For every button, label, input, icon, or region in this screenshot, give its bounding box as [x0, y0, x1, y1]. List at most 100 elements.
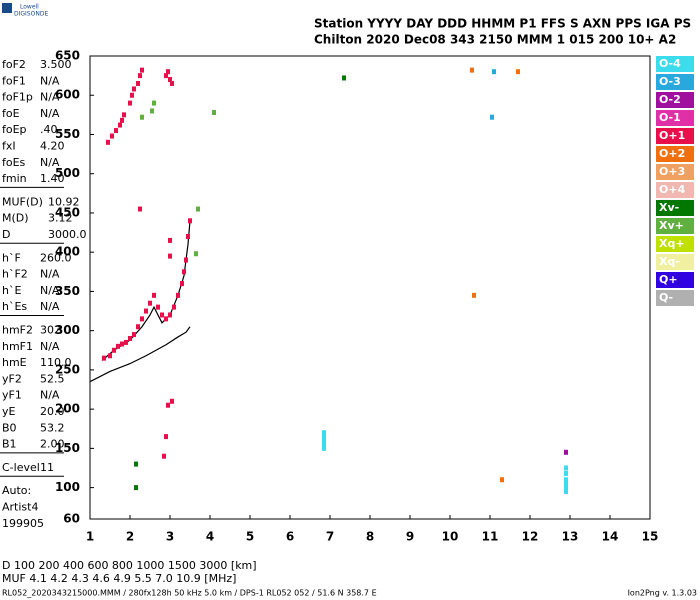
x-tick-label: 11 [482, 530, 499, 544]
y-tick-label: 400 [55, 245, 80, 259]
y-tick-label: 350 [55, 284, 80, 298]
param-label: Auto: [2, 484, 31, 497]
legend-label: Xv- [659, 201, 679, 214]
echo-point [170, 80, 174, 86]
legend-label: O+3 [659, 165, 685, 178]
param-label: fxI [2, 140, 16, 153]
legend-swatch [656, 110, 694, 126]
legend-label: Q- [659, 291, 673, 304]
d-row: D 100 200 400 600 800 1000 1500 3000 [km… [2, 559, 257, 572]
echo-point [322, 434, 326, 440]
y-tick-label: 100 [55, 480, 80, 494]
param-value: N/A [40, 389, 60, 402]
x-tick-label: 4 [206, 530, 214, 544]
param-label: h`F2 [2, 268, 28, 281]
profile-line [89, 326, 191, 383]
echo-point [564, 449, 568, 455]
x-tick-label: 7 [326, 530, 334, 544]
echo-point [140, 316, 144, 322]
param-label: Artist4 [2, 501, 38, 514]
param-value: 2.00 [40, 438, 65, 451]
echo-point [138, 206, 142, 212]
echo-point [148, 300, 152, 306]
echo-point [564, 465, 568, 471]
param-label: hmF2 [2, 324, 33, 337]
legend-swatch [656, 218, 694, 234]
echo-point [144, 308, 148, 314]
x-tick-label: 10 [442, 530, 459, 544]
echo-point [322, 430, 326, 436]
echo-point [140, 67, 144, 73]
echo-point [102, 355, 106, 361]
echo-point [156, 304, 160, 310]
param-label: foE [2, 107, 20, 120]
param-label: MUF(D) [2, 195, 43, 208]
echo-point [196, 206, 200, 212]
x-tick-label: 1 [86, 530, 94, 544]
param-label: hmF1 [2, 340, 33, 353]
param-value: N/A [40, 74, 60, 87]
y-tick-label: 300 [55, 323, 80, 337]
param-value: 302 [40, 324, 61, 337]
y-tick-label: 200 [55, 402, 80, 416]
header-line: Chilton 2020 Dec08 343 2150 MMM 1 015 20… [314, 33, 676, 47]
param-label: foEp [2, 123, 27, 136]
echo-point [180, 281, 184, 287]
echo-point [472, 292, 476, 298]
echo-point [106, 139, 110, 145]
x-tick-label: 6 [286, 530, 294, 544]
echo-point [136, 324, 140, 330]
echo-point [164, 316, 168, 322]
param-value: 4.20 [40, 140, 65, 153]
file-info: RL052_2020343215000.MMM / 280fx128h 50 k… [2, 589, 377, 598]
y-tick-label: 650 [55, 49, 80, 63]
echo-point [140, 114, 144, 120]
y-tick-label: 150 [55, 441, 80, 455]
param-value: 260.0 [40, 251, 72, 264]
echo-point [182, 269, 186, 275]
param-value: N/A [40, 107, 60, 120]
echo-point [116, 343, 120, 349]
echo-point [108, 353, 112, 359]
legend-swatch [656, 200, 694, 216]
echo-point [564, 477, 568, 483]
legend-label: Xq- [659, 255, 680, 268]
echo-point [172, 304, 176, 310]
param-label: fmin [2, 172, 27, 185]
echo-point [110, 133, 114, 139]
echo-point [170, 398, 174, 404]
echo-point [564, 481, 568, 487]
param-label: foF1p [2, 91, 33, 104]
echo-point [136, 80, 140, 86]
echo-point [112, 347, 116, 353]
echo-point [564, 470, 568, 476]
echo-point [342, 75, 346, 81]
echo-point [162, 453, 166, 459]
echo-point [118, 122, 122, 128]
y-tick-label: 550 [55, 127, 80, 141]
param-value: N/A [40, 284, 60, 297]
param-value: 3000.0 [48, 228, 87, 241]
echo-point [322, 441, 326, 447]
param-value: N/A [40, 156, 60, 169]
param-label: C-level [2, 461, 40, 474]
legend-label: O-2 [659, 93, 681, 106]
param-label: foF1 [2, 74, 26, 87]
version: Ion2Png v. 1.3.03 [628, 589, 697, 598]
echo-point [322, 445, 326, 451]
param-value: 1.40 [40, 172, 65, 185]
legend-swatch [656, 182, 694, 198]
param-label: foEs [2, 156, 26, 169]
x-tick-label: 15 [642, 530, 659, 544]
param-label: h`E [2, 284, 21, 297]
echo-point [122, 112, 126, 118]
param-label: hmE [2, 356, 27, 369]
y-tick-label: 60 [63, 512, 80, 526]
echo-point [152, 100, 156, 106]
param-label: foF2 [2, 58, 26, 71]
logo-top: Lowell [20, 4, 39, 11]
echo-point [168, 77, 172, 83]
legend-swatch [656, 128, 694, 144]
echo-point [564, 485, 568, 491]
